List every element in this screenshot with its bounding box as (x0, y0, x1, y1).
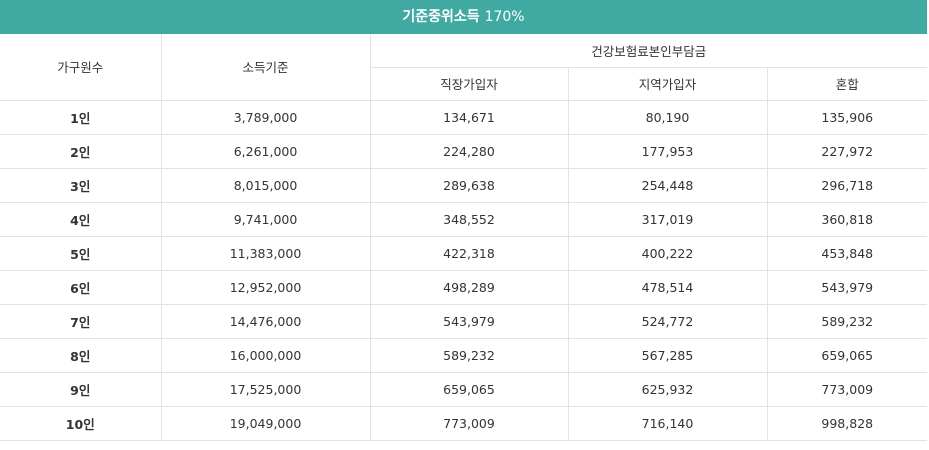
cell-income: 19,049,000 (161, 406, 371, 441)
cell-employee: 134,671 (370, 100, 569, 135)
cell-mixed: 296,718 (767, 168, 928, 203)
cell-regional: 177,953 (568, 134, 768, 169)
table-row: 4인 9,741,000 348,552 317,019 360,818 (0, 202, 928, 237)
table-row: 8인 16,000,000 589,232 567,285 659,065 (0, 338, 928, 373)
header-regional: 지역가입자 (568, 67, 768, 101)
cell-regional: 80,190 (568, 100, 768, 135)
cell-mixed: 135,906 (767, 100, 928, 135)
cell-household: 1인 (0, 100, 162, 135)
table-row: 6인 12,952,000 498,289 478,514 543,979 (0, 270, 928, 305)
cell-regional: 524,772 (568, 304, 768, 339)
cell-mixed: 543,979 (767, 270, 928, 305)
income-table-container: 기준중위소득 170% 가구원수 소득기준 건강보험료본인부담금 직장가입자 지… (0, 0, 928, 441)
cell-household: 3인 (0, 168, 162, 203)
cell-income: 16,000,000 (161, 338, 371, 373)
table-row: 10인 19,049,000 773,009 716,140 998,828 (0, 406, 928, 441)
cell-regional: 625,932 (568, 372, 768, 407)
cell-income: 8,015,000 (161, 168, 371, 203)
cell-regional: 317,019 (568, 202, 768, 237)
cell-mixed: 360,818 (767, 202, 928, 237)
table-row: 2인 6,261,000 224,280 177,953 227,972 (0, 134, 928, 169)
cell-household: 10인 (0, 406, 162, 441)
cell-employee: 498,289 (370, 270, 569, 305)
cell-income: 3,789,000 (161, 100, 371, 135)
cell-employee: 543,979 (370, 304, 569, 339)
cell-regional: 567,285 (568, 338, 768, 373)
cell-regional: 254,448 (568, 168, 768, 203)
cell-employee: 773,009 (370, 406, 569, 441)
cell-income: 12,952,000 (161, 270, 371, 305)
cell-household: 2인 (0, 134, 162, 169)
table-title: 기준중위소득 (402, 9, 480, 25)
cell-regional: 716,140 (568, 406, 768, 441)
cell-income: 11,383,000 (161, 236, 371, 271)
table-row: 7인 14,476,000 543,979 524,772 589,232 (0, 304, 928, 339)
cell-mixed: 659,065 (767, 338, 928, 373)
header-mixed: 혼합 (767, 67, 928, 101)
cell-household: 7인 (0, 304, 162, 339)
cell-regional: 478,514 (568, 270, 768, 305)
table-row: 3인 8,015,000 289,638 254,448 296,718 (0, 168, 928, 203)
cell-mixed: 589,232 (767, 304, 928, 339)
header-household: 가구원수 (0, 34, 162, 101)
table-row: 9인 17,525,000 659,065 625,932 773,009 (0, 372, 928, 407)
cell-mixed: 998,828 (767, 406, 928, 441)
table-row: 5인 11,383,000 422,318 400,222 453,848 (0, 236, 928, 271)
cell-mixed: 227,972 (767, 134, 928, 169)
header-employee: 직장가입자 (370, 67, 569, 101)
cell-income: 17,525,000 (161, 372, 371, 407)
cell-regional: 400,222 (568, 236, 768, 271)
cell-employee: 224,280 (370, 134, 569, 169)
table-title-percent: 170% (484, 9, 525, 25)
table-header: 가구원수 소득기준 건강보험료본인부담금 직장가입자 지역가입자 혼합 (0, 34, 928, 101)
cell-employee: 659,065 (370, 372, 569, 407)
table-row: 1인 3,789,000 134,671 80,190 135,906 (0, 100, 928, 135)
cell-income: 9,741,000 (161, 202, 371, 237)
header-income: 소득기준 (161, 34, 371, 101)
table-title-bar: 기준중위소득 170% (0, 0, 927, 34)
cell-household: 5인 (0, 236, 162, 271)
cell-employee: 589,232 (370, 338, 569, 373)
cell-household: 9인 (0, 372, 162, 407)
cell-employee: 348,552 (370, 202, 569, 237)
cell-income: 6,261,000 (161, 134, 371, 169)
cell-mixed: 773,009 (767, 372, 928, 407)
cell-employee: 422,318 (370, 236, 569, 271)
income-table: 가구원수 소득기준 건강보험료본인부담금 직장가입자 지역가입자 혼합 1인 3,… (0, 34, 928, 441)
cell-employee: 289,638 (370, 168, 569, 203)
cell-income: 14,476,000 (161, 304, 371, 339)
table-body: 1인 3,789,000 134,671 80,190 135,906 2인 6,261,0… (0, 100, 928, 441)
cell-household: 6인 (0, 270, 162, 305)
cell-household: 8인 (0, 338, 162, 373)
cell-household: 4인 (0, 202, 162, 237)
header-insurance-group: 건강보험료본인부담금 (370, 34, 928, 68)
cell-mixed: 453,848 (767, 236, 928, 271)
